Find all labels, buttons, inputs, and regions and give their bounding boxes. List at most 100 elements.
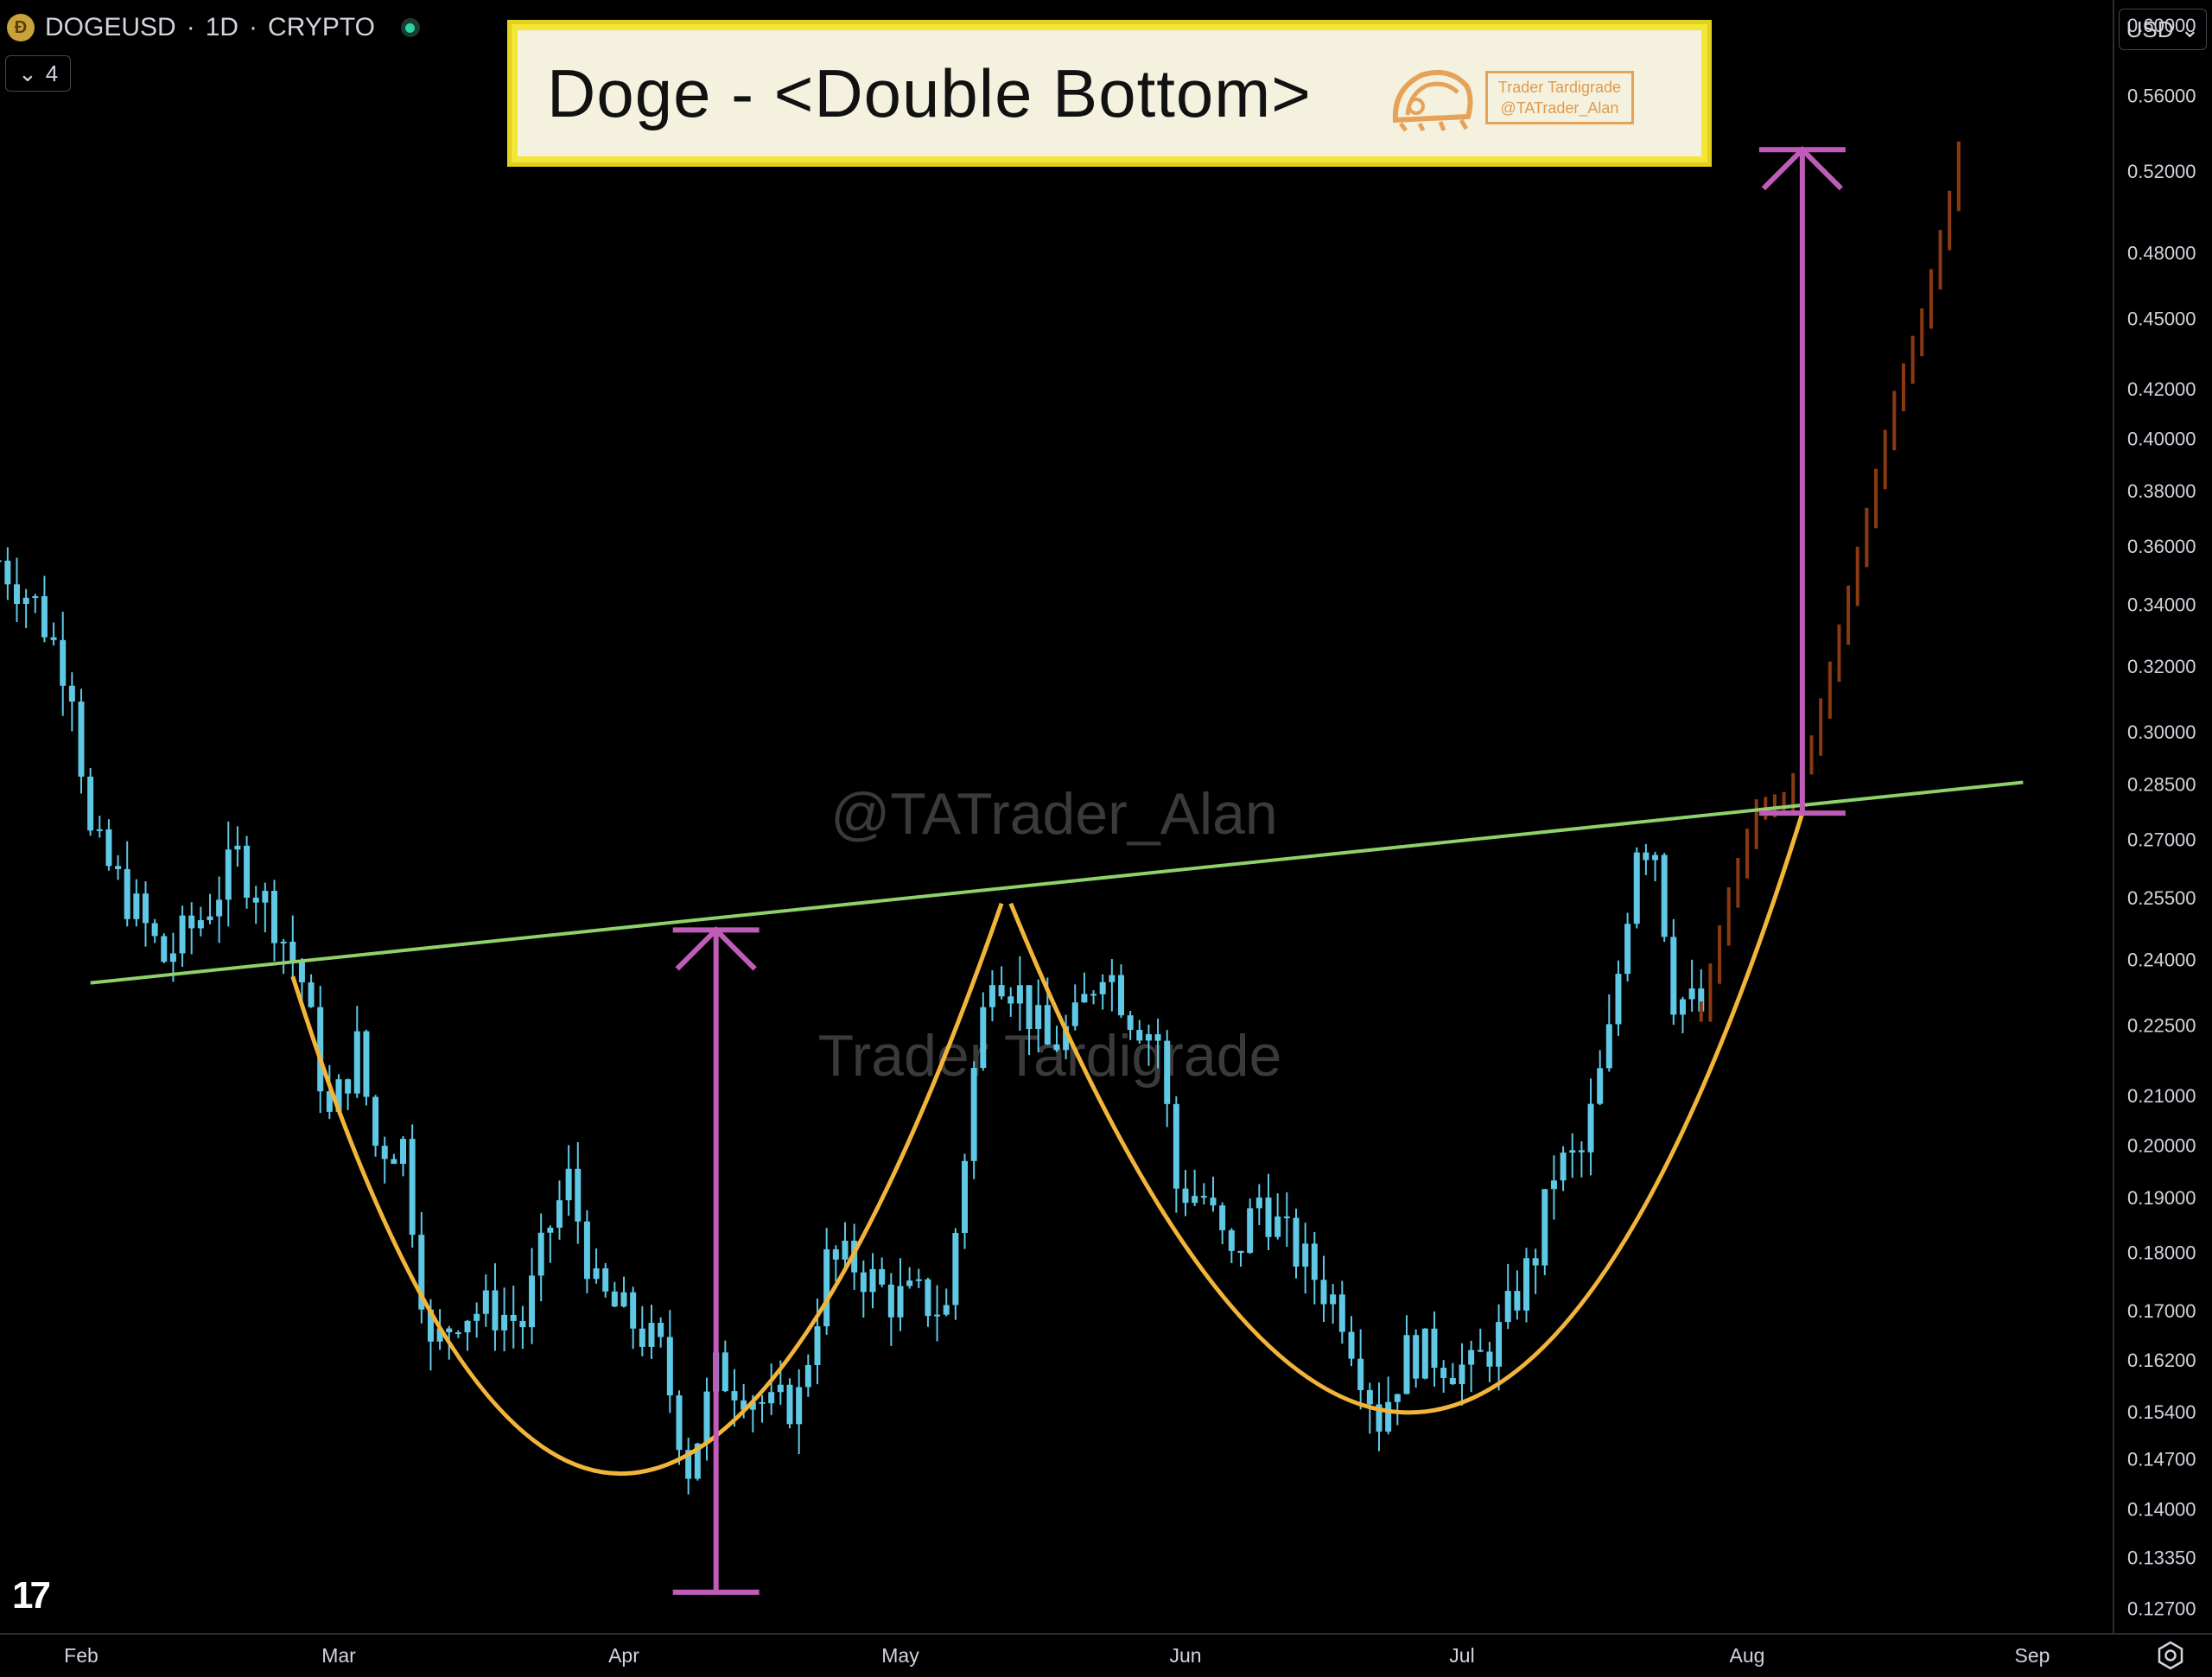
candle-body — [454, 1332, 461, 1335]
candle-body — [225, 849, 232, 900]
candle-body — [1421, 1328, 1428, 1379]
candle-body — [464, 1320, 471, 1333]
currency-selector[interactable]: USD ⌄ — [2119, 9, 2207, 50]
banner-title: Doge - <Double Bottom> — [547, 54, 1312, 131]
time-tick-label: May — [881, 1644, 919, 1667]
arrow-head — [675, 926, 757, 971]
candle-body — [280, 941, 287, 943]
candle — [501, 1287, 508, 1352]
candle-body — [988, 985, 995, 1007]
price-tick-label: 0.30000 — [2127, 721, 2196, 743]
candle — [418, 1211, 425, 1324]
candle-body — [1633, 852, 1640, 924]
market-status-icon[interactable] — [400, 18, 420, 37]
candle-body — [685, 1450, 692, 1479]
tardigrade-icon — [1392, 70, 1473, 132]
candle-body — [317, 1007, 324, 1092]
candle-body — [501, 1314, 508, 1331]
gear-icon[interactable] — [2155, 1640, 2186, 1671]
candle-body — [14, 584, 20, 604]
symbol-name[interactable]: DOGEUSD — [45, 13, 176, 41]
candle-body — [436, 1328, 443, 1342]
candle — [207, 893, 213, 924]
candle-body — [952, 1233, 959, 1305]
candle — [179, 905, 186, 968]
price-tick-label: 0.22500 — [2127, 1014, 2196, 1036]
candle-body — [1504, 1291, 1511, 1323]
candle — [41, 575, 48, 643]
candle — [796, 1369, 803, 1454]
candle — [1357, 1329, 1364, 1410]
candle-body — [418, 1235, 425, 1310]
candle-body — [1624, 924, 1631, 975]
candle-body — [1302, 1243, 1309, 1267]
candle — [1496, 1304, 1503, 1391]
author-badge: Trader Tardigrade @TATrader_Alan — [1484, 71, 1634, 124]
price-tick-label: 0.17000 — [2127, 1300, 2196, 1322]
candle-body — [1403, 1335, 1410, 1394]
currency-label: USD — [2126, 16, 2174, 42]
measure-arrow-1 — [672, 926, 760, 1595]
price-tick-label: 0.36000 — [2127, 536, 2196, 557]
candle — [1053, 1026, 1060, 1052]
candle — [611, 1281, 618, 1307]
price-tick-label: 0.60000 — [2127, 15, 2196, 36]
candle — [133, 879, 140, 927]
price-tick-label: 0.19000 — [2127, 1187, 2196, 1209]
candle — [1661, 853, 1668, 943]
candle — [1274, 1193, 1281, 1240]
candle-body — [353, 1031, 360, 1094]
candle-body — [1449, 1377, 1456, 1385]
candle-body — [1117, 975, 1124, 1016]
candle-body — [1597, 1068, 1604, 1104]
candle — [1624, 912, 1631, 982]
candle-body — [1477, 1350, 1484, 1352]
candle — [1109, 959, 1116, 1012]
candle-body — [271, 891, 277, 943]
candle-body — [326, 1091, 333, 1112]
candle-body — [943, 1305, 950, 1315]
candle — [1431, 1311, 1438, 1387]
candle-body — [391, 1159, 397, 1165]
candle-body — [1090, 994, 1097, 996]
candle — [1468, 1340, 1475, 1393]
candle-body — [1578, 1150, 1585, 1153]
candle — [1035, 979, 1042, 1052]
candle-body — [823, 1248, 830, 1327]
candle-body — [860, 1272, 867, 1293]
candle-body — [1605, 1024, 1612, 1069]
candle — [1099, 974, 1106, 1010]
candle-body — [1026, 985, 1033, 1029]
candle-body — [1643, 852, 1649, 861]
candle — [630, 1286, 637, 1350]
candle — [547, 1225, 554, 1263]
candle-body — [1127, 1015, 1134, 1031]
price-tick-label: 0.38000 — [2127, 480, 2196, 502]
candle — [897, 1258, 904, 1331]
candle — [620, 1276, 627, 1308]
candle — [87, 767, 94, 836]
candle-body — [639, 1328, 645, 1347]
candle-body — [96, 829, 103, 831]
candle-body — [1560, 1153, 1567, 1181]
candle-body — [262, 891, 269, 903]
candle-body — [1496, 1322, 1503, 1367]
candle — [962, 1153, 969, 1249]
indicators-toggle[interactable]: ⌄ 4 — [5, 55, 72, 92]
price-tick-label: 0.14000 — [2127, 1498, 2196, 1520]
candle — [583, 1210, 590, 1293]
candle — [197, 906, 204, 937]
candle-body — [915, 1279, 922, 1281]
candle-body — [1376, 1404, 1382, 1432]
candle — [372, 1095, 379, 1157]
candle-body — [289, 941, 296, 962]
candle-body — [1136, 1030, 1143, 1041]
candle-body — [335, 1079, 342, 1112]
price-tick-label: 0.18000 — [2127, 1242, 2196, 1264]
candle-body — [1661, 854, 1668, 937]
interval[interactable]: 1D — [205, 13, 239, 41]
symbol-header[interactable]: Ð DOGEUSD · 1D · CRYPTO — [7, 9, 420, 47]
tradingview-logo-icon[interactable]: 17 — [12, 1574, 51, 1617]
candle — [216, 876, 223, 943]
